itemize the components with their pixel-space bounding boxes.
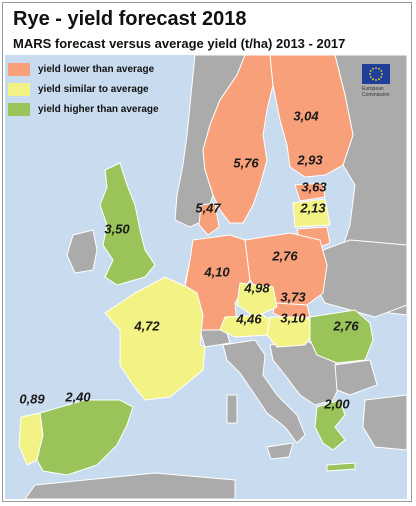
ireland-land — [66, 229, 98, 274]
legend-label-lower: yield lower than average — [38, 63, 155, 75]
value-label-germany: 4,10 — [204, 264, 230, 280]
country-uk — [99, 162, 156, 286]
country-greece — [314, 399, 346, 451]
legend-label-similar: yield similar to average — [38, 83, 149, 95]
country-latvia — [292, 198, 331, 228]
map-subtitle: MARS forecast versus average yield (t/ha… — [13, 36, 346, 51]
yield-higher-countries — [36, 162, 374, 476]
country-finland — [269, 55, 354, 178]
value-label-uk: 3,50 — [104, 221, 130, 237]
sicily-land — [266, 442, 294, 460]
country-france — [104, 276, 206, 401]
africa-land — [24, 472, 236, 499]
europe-map — [5, 55, 407, 499]
non-reported-land — [24, 55, 407, 499]
map-legend: yield lower than average yield similar t… — [8, 60, 170, 120]
legend-item-lower: yield lower than average — [8, 60, 170, 78]
value-label-estonia: 2,93 — [297, 152, 323, 168]
country-hungary — [266, 316, 316, 348]
map-title: Rye - yield forecast 2018 — [13, 8, 247, 30]
value-label-denmark: 5,47 — [195, 200, 221, 216]
country-sweden — [202, 55, 274, 224]
value-label-romania: 2,76 — [333, 318, 359, 334]
turkey-land — [362, 394, 407, 451]
yield-similar-countries — [18, 198, 331, 466]
value-label-lithuania: 2,13 — [300, 200, 326, 216]
legend-label-higher: yield higher than average — [38, 103, 159, 115]
legend-item-similar: yield similar to average — [8, 80, 170, 98]
italy-land — [222, 339, 306, 444]
legend-swatch-similar — [8, 82, 30, 96]
eu-flag-icon — [362, 64, 390, 84]
country-spain — [36, 399, 134, 476]
value-label-france: 4,72 — [134, 318, 160, 334]
value-label-slovakia: 3,73 — [280, 289, 306, 305]
value-label-hungary: 3,10 — [280, 310, 306, 326]
value-label-poland: 2,76 — [272, 248, 298, 264]
country-estonia — [294, 182, 326, 202]
logo-text: European Commission — [362, 86, 390, 98]
country-czechia — [236, 282, 278, 318]
country-romania — [309, 309, 374, 364]
value-label-austria: 4,46 — [236, 311, 262, 327]
value-label-sweden: 5,76 — [233, 155, 259, 171]
country-denmark — [198, 202, 220, 236]
value-label-finland: 3,04 — [293, 108, 319, 124]
legend-item-higher: yield higher than average — [8, 100, 170, 118]
legend-swatch-lower — [8, 62, 30, 76]
value-label-latvia: 3,63 — [301, 179, 327, 195]
value-label-portugal: 0,89 — [19, 391, 45, 407]
legend-swatch-higher — [8, 102, 30, 116]
bulgaria-land — [334, 359, 378, 396]
value-label-czechia: 4,98 — [244, 280, 270, 296]
european-commission-logo: European Commission — [358, 62, 406, 98]
sardinia-land — [226, 394, 238, 424]
value-label-greece: 2,00 — [324, 396, 350, 412]
country-greece-crete — [326, 462, 356, 472]
value-label-spain: 2,40 — [65, 389, 91, 405]
